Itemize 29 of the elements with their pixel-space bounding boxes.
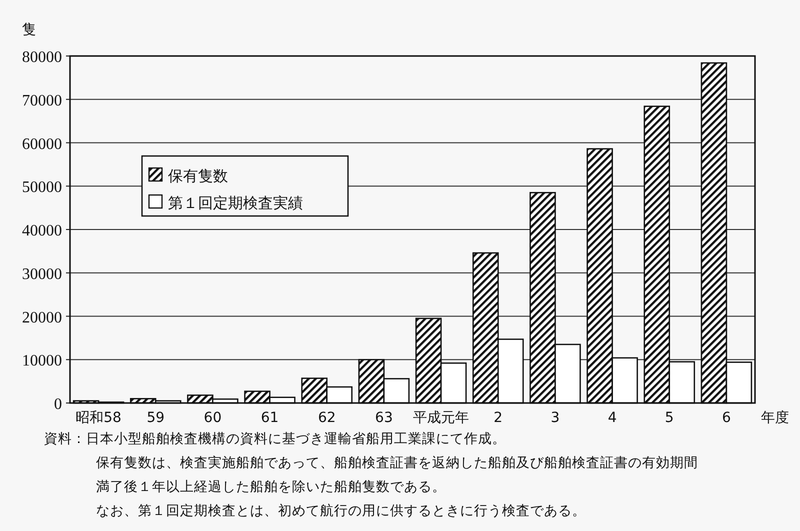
y-tick-label: 50000	[22, 179, 62, 196]
text: 満了後１年以上経過した船舶を除いた船舶隻数である。	[96, 479, 446, 495]
legend-label: 保有隻数	[168, 167, 228, 185]
x-tick-label: 61	[260, 410, 279, 426]
y-tick-label: 30000	[22, 266, 62, 283]
text: 保有隻数は、検査実施船舶であって、船舶検査証書を返納した船舶及び船舶検査証書の有効期間	[96, 455, 698, 471]
x-tick-label: 平成元年	[413, 410, 470, 426]
x-tick-label: 昭和58	[76, 410, 122, 426]
y-tick-label: 40000	[22, 222, 62, 240]
x-tick-label: 5	[664, 410, 674, 426]
x-tick-label: 3	[550, 410, 560, 426]
x-tick-label: 63	[375, 410, 393, 426]
x-axis-title: 年度	[761, 410, 789, 426]
x-tick-label: 60	[204, 410, 222, 426]
x-tick-label: 59	[146, 410, 165, 426]
y-tick-label: 80000	[22, 49, 62, 66]
x-tick-label: 4	[608, 410, 617, 426]
y-tick-label: 10000	[22, 352, 62, 370]
x-tick-label: 6	[722, 410, 731, 426]
y-tick-label: 60000	[22, 136, 62, 153]
y-tick-label: 20000	[22, 309, 62, 326]
x-tick-label: 2	[494, 410, 503, 426]
x-tick-label: 62	[318, 410, 336, 426]
y-axis-title: 隻	[22, 22, 36, 38]
text: なお、第１回定期検査とは、初めて航行の用に供するときに行う検査である。	[96, 503, 586, 519]
y-tick-label: 70000	[22, 92, 62, 110]
legend-label: 第１回定期検査実績	[168, 194, 303, 212]
text: 資料：日本小型船舶検査機構の資料に基づき運輸省船用工業課にて作成。	[44, 431, 506, 447]
y-tick-label: 0	[54, 396, 62, 413]
